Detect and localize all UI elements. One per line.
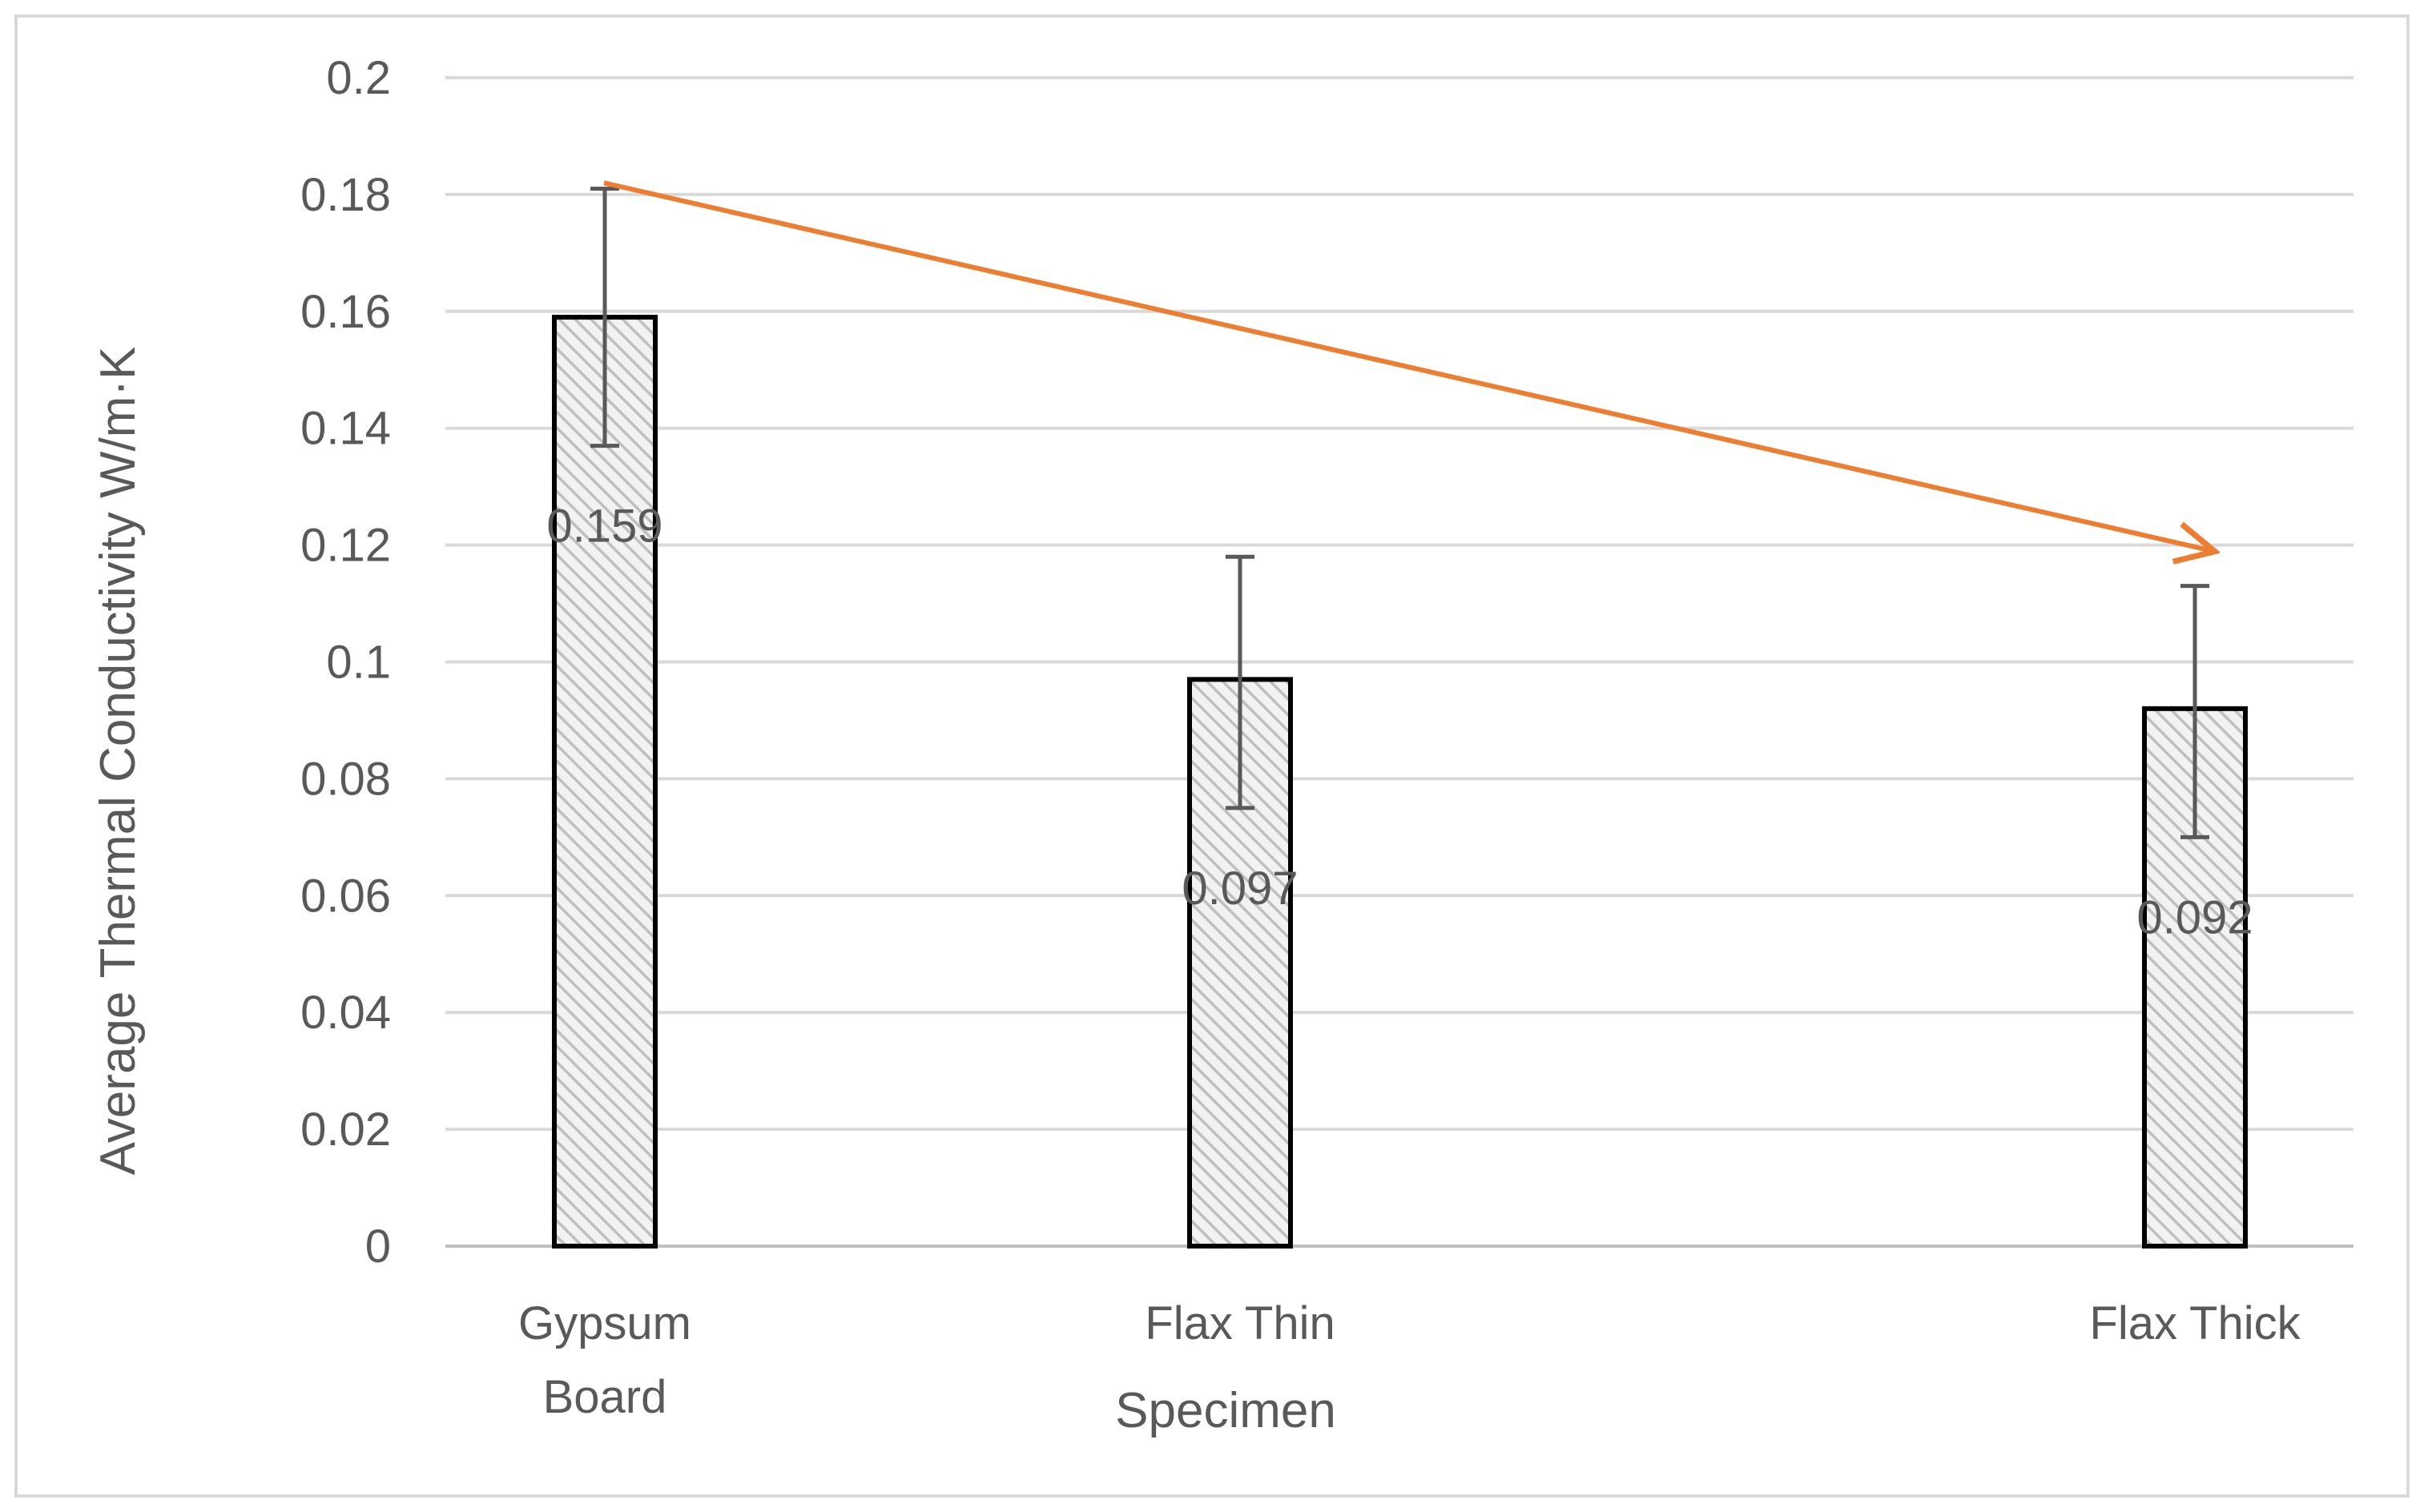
data-labels: 0.159 0.097 0.092 (546, 501, 2253, 944)
x-tick-label: Flax Thick (2089, 1297, 2301, 1349)
bars (552, 315, 2248, 1249)
y-axis-ticks: 0 0.02 0.04 0.06 0.08 0.1 0.12 0.14 0.16 0.18 0.2 (300, 52, 391, 1273)
bar (552, 315, 658, 1249)
y-tick-label: 0.2 (326, 52, 391, 104)
y-tick-label: 0.06 (300, 870, 391, 922)
y-axis-title: Average Thermal Conductivity W/m·K (91, 347, 146, 1176)
x-axis-title: Specimen (1115, 1383, 1336, 1438)
data-label: 0.097 (1182, 863, 1298, 915)
x-tick-label: Gypsum (518, 1297, 691, 1349)
y-tick-label: 0.08 (300, 753, 391, 805)
x-tick-label: Flax Thin (1145, 1297, 1335, 1349)
y-tick-label: 0 (365, 1220, 391, 1273)
y-tick-label: 0.12 (300, 520, 391, 572)
y-tick-label: 0.02 (300, 1104, 391, 1156)
y-tick-label: 0.18 (300, 169, 391, 221)
trend-arrow-layer (603, 180, 2213, 551)
x-axis-ticks: Gypsum Board Flax Thin Flax Thick (518, 1297, 2301, 1423)
y-tick-label: 0.16 (300, 286, 391, 338)
y-tick-label: 0.14 (300, 403, 391, 455)
y-tick-label: 0.1 (326, 637, 391, 689)
trend-arrow (603, 180, 2213, 551)
y-tick-label: 0.04 (300, 987, 391, 1039)
x-tick-label: Board (543, 1371, 667, 1423)
data-label: 0.159 (546, 501, 662, 553)
data-label: 0.092 (2136, 891, 2253, 943)
error-bars (590, 187, 2209, 839)
gridlines (445, 76, 2354, 1248)
